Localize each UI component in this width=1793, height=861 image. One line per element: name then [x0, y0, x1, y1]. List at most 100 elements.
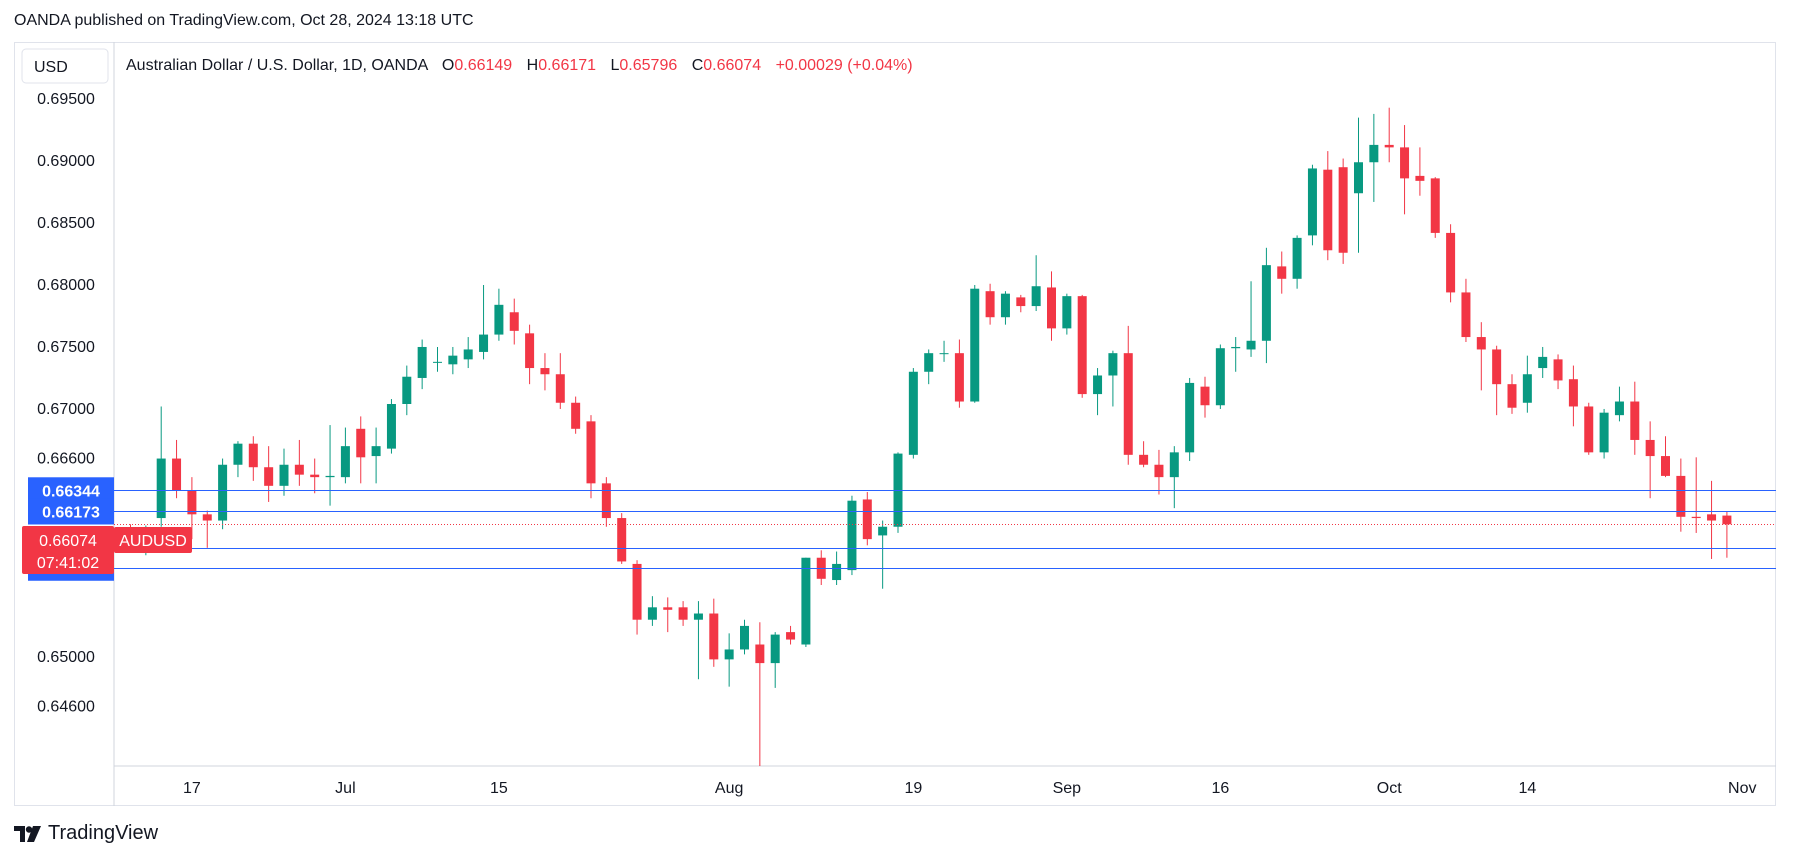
candle-body [1507, 384, 1517, 408]
candle-body [279, 464, 289, 486]
candle [601, 477, 611, 527]
candle [586, 415, 596, 499]
candle [1630, 381, 1640, 455]
candle [1215, 344, 1225, 409]
currency-button-label: USD [34, 59, 68, 76]
candle [1139, 441, 1149, 468]
candle-body [1185, 382, 1195, 453]
candle [617, 513, 627, 564]
candle-body [294, 464, 304, 475]
candle-body [1476, 337, 1486, 350]
candle [1185, 377, 1195, 462]
candle [878, 520, 888, 589]
publisher-line: OANDA published on TradingView.com, Oct … [14, 12, 474, 29]
candle-body [1077, 296, 1087, 395]
candle-body [218, 464, 228, 521]
candle-body [202, 514, 212, 521]
candle [847, 495, 857, 576]
y-tick-label: 0.64600 [37, 698, 95, 715]
candle [1492, 345, 1502, 416]
candle-body [1691, 516, 1701, 519]
candles [126, 107, 1732, 766]
candle-body [1323, 169, 1333, 251]
candle [1031, 255, 1041, 312]
candle [1062, 293, 1072, 335]
candle-body [1354, 162, 1363, 194]
legend-change: +0.00029 (+0.04%) [776, 57, 913, 74]
candle [1047, 271, 1056, 341]
candle [540, 353, 550, 391]
candle [1522, 355, 1532, 413]
horizontal-lines [114, 490, 1776, 569]
candle [1000, 291, 1010, 325]
candle-body [878, 526, 888, 536]
candle [970, 284, 980, 403]
candle-body [555, 374, 565, 403]
legend-close-key: C [692, 57, 704, 74]
y-tick-label: 0.69000 [37, 153, 95, 170]
y-tick-label: 0.68500 [37, 215, 95, 232]
candle [1430, 177, 1440, 238]
candle-body [1553, 359, 1563, 381]
candle [770, 632, 780, 688]
candle [218, 458, 228, 530]
candle-body [586, 421, 596, 484]
candle-body [617, 518, 627, 562]
x-tick-label: 17 [183, 780, 201, 797]
candle-body [1292, 237, 1302, 279]
candle [663, 597, 673, 633]
candle [893, 452, 903, 533]
candle [816, 550, 826, 585]
y-tick-label: 0.65000 [37, 649, 95, 666]
candle-body [770, 634, 780, 664]
candle [1338, 158, 1348, 264]
candle [156, 406, 166, 527]
candle-body [939, 353, 949, 355]
candle-body [1722, 515, 1732, 525]
candle-body [1123, 353, 1133, 455]
candle [939, 340, 949, 362]
candle-body [1568, 379, 1578, 407]
candle-body [1108, 353, 1118, 376]
candle-body [1215, 348, 1225, 406]
candle-body [1538, 356, 1548, 369]
candle-body [1384, 144, 1394, 148]
candle [1154, 449, 1164, 495]
last-price-value: 0.66074 [39, 533, 97, 550]
candle-body [1599, 412, 1609, 453]
candle [386, 399, 396, 454]
candle-body [1415, 175, 1425, 181]
currency-button[interactable]: USD [21, 48, 109, 84]
candle-body [494, 304, 504, 335]
symbol-tag-bg [114, 527, 192, 553]
candle [801, 557, 811, 647]
candle [1507, 374, 1517, 414]
tradingview-logo-icon [14, 825, 41, 842]
candle-body [1277, 266, 1287, 279]
candle [1123, 325, 1133, 465]
candle [1553, 354, 1563, 390]
candle-body [954, 353, 964, 402]
candle-body [540, 368, 550, 375]
tradingview-logo[interactable]: TradingView [14, 822, 158, 845]
candle-body [1661, 456, 1670, 476]
candle [417, 339, 427, 390]
candle [463, 337, 473, 369]
candle-body [1645, 439, 1655, 457]
candle-body [248, 443, 258, 468]
candle [1415, 147, 1425, 196]
candle-body [371, 446, 381, 457]
candle-body [847, 500, 857, 571]
candle-body [1231, 346, 1241, 349]
legend-open-key: O [442, 57, 454, 74]
horizontal-line-label-bg [28, 498, 114, 525]
candle [1108, 350, 1118, 407]
candle-body [1000, 293, 1010, 318]
candle [1093, 368, 1103, 416]
candle-body [1338, 167, 1348, 253]
candle-body [479, 334, 489, 352]
candle [294, 439, 304, 486]
candle [1292, 235, 1302, 289]
candle-body [356, 428, 366, 458]
